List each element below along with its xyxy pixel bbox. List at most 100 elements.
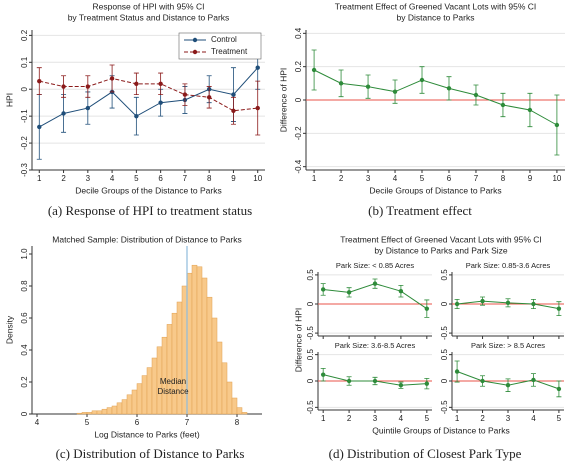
x-tick-label: 10: [552, 174, 561, 183]
x-tick-label: 5: [420, 174, 425, 183]
y-tick-label: 0: [20, 86, 29, 91]
x-axis-label: Log Distance to Parks (feet): [94, 429, 200, 439]
bar: [131, 389, 138, 415]
bar: [166, 324, 173, 415]
x-tick-label: 9: [528, 174, 533, 183]
x-tick-label: 7: [183, 174, 188, 183]
bar: [126, 394, 133, 415]
bar: [91, 410, 98, 415]
bar: [86, 412, 93, 415]
annotation: Median: [160, 377, 186, 386]
bar: [81, 412, 88, 415]
point: [500, 102, 506, 108]
bar: [216, 341, 223, 415]
panel-title: Park Size: > 8.5 Acres: [471, 341, 545, 350]
point: [85, 105, 91, 111]
point: [365, 84, 371, 89]
point: [37, 78, 42, 84]
series-line: [39, 67, 259, 128]
point: [398, 289, 404, 294]
x-tick-label: 1: [312, 174, 317, 183]
chart-subtitle: by Distance to Parks and Park Size: [374, 245, 508, 255]
y-tick-label: 0.8: [20, 280, 29, 292]
point: [231, 108, 236, 113]
y-tick-label: 0: [20, 411, 29, 416]
point: [320, 287, 326, 292]
x-tick-label: 2: [61, 174, 66, 183]
panel-title: Park Size: 3.6-8.5 Acres: [335, 341, 416, 350]
point: [398, 383, 404, 388]
y-axis-label: Density: [4, 315, 14, 344]
point: [505, 383, 511, 388]
y-tick-label: 0: [306, 301, 315, 306]
x-tick-label: 8: [207, 174, 212, 183]
point: [554, 122, 560, 128]
point: [109, 76, 115, 81]
point: [531, 377, 536, 383]
bar: [161, 336, 168, 415]
bar: [221, 362, 228, 415]
y-tick-label: 0: [306, 378, 315, 383]
bar: [101, 408, 108, 415]
caption: (d) Distribution of Closest Park Type: [329, 446, 522, 461]
x-tick-label: 10: [253, 174, 262, 183]
y-tick-label: -0.1: [20, 109, 29, 123]
y-tick-label: 0.2: [20, 376, 29, 388]
point: [158, 100, 163, 105]
point: [346, 290, 352, 295]
caption: (a) Response of HPI to treatment status: [48, 203, 252, 218]
y-tick-label: 0.4: [294, 27, 303, 39]
bar: [196, 266, 203, 415]
x-tick-label: 6: [158, 174, 163, 183]
bar: [76, 412, 83, 415]
point: [311, 67, 317, 73]
x-tick-label: 3: [373, 414, 378, 423]
x-tick-label: 8: [235, 418, 240, 427]
x-tick-label: 1: [37, 174, 42, 183]
point: [372, 378, 378, 384]
bar: [201, 277, 208, 415]
y-tick-label: 0.5: [306, 349, 315, 361]
point: [556, 386, 562, 392]
series-line: [313, 69, 558, 126]
x-axis-label: Decile Groups of Distance to Parks: [369, 185, 501, 195]
x-tick-label: 1: [321, 414, 326, 423]
y-tick-label: 0: [294, 97, 303, 102]
bar: [226, 381, 233, 415]
point: [505, 300, 511, 306]
point: [480, 378, 485, 384]
y-tick-label: -0.5: [306, 400, 315, 414]
point: [255, 65, 260, 70]
y-tick-label: -0.5: [440, 326, 449, 340]
x-tick-label: 3: [506, 414, 511, 423]
point: [392, 89, 398, 94]
legend-label: Control: [211, 35, 237, 44]
x-tick-label: 4: [399, 414, 404, 423]
x-tick-label: 4: [110, 174, 115, 183]
x-tick-label: 6: [135, 418, 140, 427]
chart-title: Treatment Effect of Greened Vacant Lots …: [340, 234, 542, 244]
y-tick-label: 1.0: [20, 248, 29, 260]
point: [419, 77, 425, 83]
bar: [146, 367, 153, 415]
x-tick-label: 3: [366, 174, 371, 183]
caption: (c) Distribution of Distance to Parks: [56, 446, 245, 461]
y-tick-label: 0.5: [440, 349, 449, 361]
bar: [116, 402, 123, 415]
panel-title: Park Size: < 0.85 Acres: [336, 261, 414, 270]
point: [231, 92, 236, 97]
bar: [241, 412, 248, 415]
y-axis-label: HPI: [4, 93, 14, 107]
point: [37, 124, 42, 130]
chart-title: Response of HPI with 95% CI: [93, 1, 205, 11]
bar: [191, 264, 198, 415]
x-tick-label: 9: [231, 174, 236, 183]
x-tick-label: 7: [474, 174, 479, 183]
bar: [141, 375, 148, 415]
x-tick-label: 4: [35, 418, 40, 427]
x-tick-label: 3: [86, 174, 91, 183]
point: [454, 369, 460, 374]
point: [134, 113, 139, 119]
bar: [176, 301, 183, 415]
